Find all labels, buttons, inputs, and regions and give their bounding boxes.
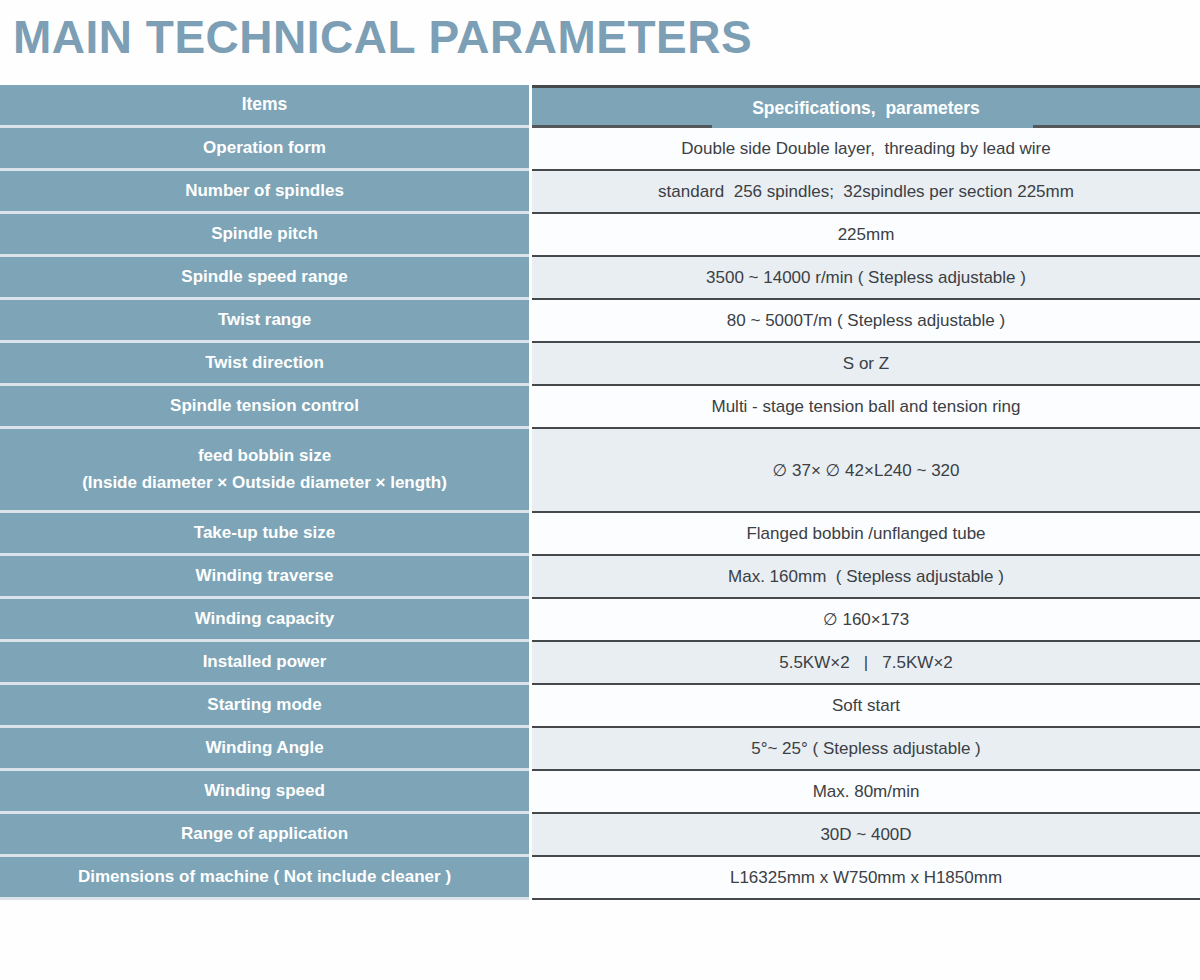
row-label: Spindle speed range — [181, 264, 347, 290]
table-header-row: Items Specifications, parameters — [0, 85, 1200, 128]
row-value: Max. 80m/min — [813, 782, 920, 802]
row-value: Soft start — [832, 696, 900, 716]
table-body: Operation form Double side Double layer,… — [0, 128, 1200, 900]
row-value: 80 ~ 5000T/m ( Stepless adjustable ) — [727, 311, 1005, 331]
page-title: MAIN TECHNICAL PARAMETERS — [13, 10, 752, 64]
table-row: Twist range 80 ~ 5000T/m ( Stepless adju… — [0, 300, 1200, 343]
row-label-cell: Dimensions of machine ( Not include clea… — [0, 857, 529, 900]
row-label-cell: Winding traverse — [0, 556, 529, 599]
row-label-cell: Winding speed — [0, 771, 529, 814]
row-label: Number of spindles — [185, 178, 344, 204]
row-label-cell: feed bobbin size (Inside diameter × Outs… — [0, 429, 529, 513]
row-label: Spindle tension control — [170, 393, 359, 419]
row-label: feed bobbin size — [198, 443, 331, 469]
table-row: Dimensions of machine ( Not include clea… — [0, 857, 1200, 900]
row-value-cell: 5°~ 25° ( Stepless adjustable ) — [532, 728, 1200, 771]
row-label-cell: Number of spindles — [0, 171, 529, 214]
row-value-cell: L16325mm x W750mm x H1850mm — [532, 857, 1200, 900]
row-value: standard 256 spindles; 32spindles per se… — [658, 182, 1074, 202]
row-value-cell: Multi - stage tension ball and tension r… — [532, 386, 1200, 429]
header-specs-cell: Specifications, parameters — [532, 85, 1200, 128]
row-value-cell: 3500 ~ 14000 r/min ( Stepless adjustable… — [532, 257, 1200, 300]
row-value: L16325mm x W750mm x H1850mm — [730, 868, 1002, 888]
row-value: ∅ 37× ∅ 42×L240 ~ 320 — [772, 460, 959, 481]
header-items-label: Items — [242, 91, 288, 118]
row-value-cell: 5.5KW×2 | 7.5KW×2 — [532, 642, 1200, 685]
row-value: 5°~ 25° ( Stepless adjustable ) — [751, 739, 981, 759]
row-label: Winding speed — [204, 778, 325, 804]
row-label: Winding traverse — [196, 563, 334, 589]
row-value-cell: 225mm — [532, 214, 1200, 257]
row-label: Twist range — [218, 307, 311, 333]
row-value-cell: ∅ 160×173 — [532, 599, 1200, 642]
row-label: Spindle pitch — [211, 221, 318, 247]
table-row: Winding speed Max. 80m/min — [0, 771, 1200, 814]
row-label-cell: Winding Angle — [0, 728, 529, 771]
table-row: Twist direction S or Z — [0, 343, 1200, 386]
row-value-cell: S or Z — [532, 343, 1200, 386]
parameters-table: Items Specifications, parameters Operati… — [0, 85, 1200, 900]
row-label: Range of application — [181, 821, 348, 847]
row-label: Winding capacity — [195, 606, 335, 632]
row-value: 225mm — [838, 225, 895, 245]
row-value-cell: standard 256 spindles; 32spindles per se… — [532, 171, 1200, 214]
table-row: Number of spindles standard 256 spindles… — [0, 171, 1200, 214]
row-label: Take-up tube size — [194, 520, 335, 546]
row-value: S or Z — [843, 354, 889, 374]
row-value-cell: Max. 80m/min — [532, 771, 1200, 814]
row-label-cell: Take-up tube size — [0, 513, 529, 556]
row-value-cell: 80 ~ 5000T/m ( Stepless adjustable ) — [532, 300, 1200, 343]
table-row: Starting mode Soft start — [0, 685, 1200, 728]
row-label: Winding Angle — [205, 735, 323, 761]
header-items-cell: Items — [0, 85, 529, 128]
row-label: Twist direction — [205, 350, 324, 376]
row-label-secondary: (Inside diameter × Outside diameter × le… — [82, 470, 447, 496]
row-label-cell: Operation form — [0, 128, 529, 171]
row-value-cell: Flanged bobbin /unflanged tube — [532, 513, 1200, 556]
row-label-cell: Installed power — [0, 642, 529, 685]
row-label-cell: Twist range — [0, 300, 529, 343]
row-label: Installed power — [203, 649, 327, 675]
row-value: Flanged bobbin /unflanged tube — [746, 524, 985, 544]
table-row: Winding capacity ∅ 160×173 — [0, 599, 1200, 642]
row-value-cell: Soft start — [532, 685, 1200, 728]
table-row: Installed power 5.5KW×2 | 7.5KW×2 — [0, 642, 1200, 685]
row-label: Dimensions of machine ( Not include clea… — [78, 864, 451, 890]
table-row: Winding traverse Max. 160mm ( Stepless a… — [0, 556, 1200, 599]
row-value: ∅ 160×173 — [823, 609, 909, 630]
table-row: Spindle speed range 3500 ~ 14000 r/min (… — [0, 257, 1200, 300]
row-value-cell: Double side Double layer, threading by l… — [532, 128, 1200, 171]
row-label-cell: Spindle pitch — [0, 214, 529, 257]
row-value: 3500 ~ 14000 r/min ( Stepless adjustable… — [706, 268, 1026, 288]
row-value: 30D ~ 400D — [820, 825, 911, 845]
row-label-cell: Twist direction — [0, 343, 529, 386]
row-value: 5.5KW×2 | 7.5KW×2 — [779, 653, 953, 673]
row-value-cell: 30D ~ 400D — [532, 814, 1200, 857]
table-row: feed bobbin size (Inside diameter × Outs… — [0, 429, 1200, 513]
page: MAIN TECHNICAL PARAMETERS Items Specific… — [0, 0, 1200, 980]
row-label: Starting mode — [207, 692, 321, 718]
header-specs-label: Specifications, parameters — [752, 98, 980, 119]
table-row: Spindle tension control Multi - stage te… — [0, 386, 1200, 429]
row-value: Multi - stage tension ball and tension r… — [711, 397, 1020, 417]
row-label: Operation form — [203, 135, 326, 161]
row-value-cell: Max. 160mm ( Stepless adjustable ) — [532, 556, 1200, 599]
table-row: Operation form Double side Double layer,… — [0, 128, 1200, 171]
table-row: Winding Angle 5°~ 25° ( Stepless adjusta… — [0, 728, 1200, 771]
row-label-cell: Winding capacity — [0, 599, 529, 642]
row-label-cell: Range of application — [0, 814, 529, 857]
table-row: Range of application 30D ~ 400D — [0, 814, 1200, 857]
row-value-cell: ∅ 37× ∅ 42×L240 ~ 320 — [532, 429, 1200, 513]
row-value: Max. 160mm ( Stepless adjustable ) — [728, 567, 1004, 587]
table-row: Take-up tube size Flanged bobbin /unflan… — [0, 513, 1200, 556]
table-row: Spindle pitch 225mm — [0, 214, 1200, 257]
row-label-cell: Spindle speed range — [0, 257, 529, 300]
row-label-cell: Starting mode — [0, 685, 529, 728]
row-value: Double side Double layer, threading by l… — [681, 139, 1051, 159]
row-label-cell: Spindle tension control — [0, 386, 529, 429]
